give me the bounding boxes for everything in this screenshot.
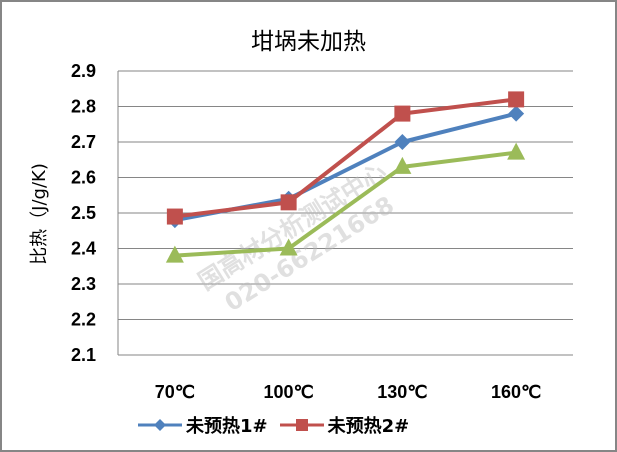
legend-item-series-1[interactable]: 未预热1#: [138, 412, 268, 438]
series-line: [174, 150, 517, 258]
y-tick-label: 2.9: [71, 61, 96, 81]
x-tick-label: 70℃: [155, 382, 195, 402]
square-marker-icon[interactable]: [166, 208, 183, 225]
triangle-marker-icon[interactable]: [393, 156, 412, 174]
legend-label: 未预热1#: [186, 416, 268, 437]
y-tick-label: 2.7: [71, 132, 96, 152]
legend: 未预热1# 未预热2#: [138, 412, 409, 438]
square-marker-icon[interactable]: [394, 105, 411, 122]
series-line: [174, 97, 517, 219]
y-tick-label: 2.4: [71, 239, 96, 259]
x-tick-label: 160℃: [491, 382, 541, 402]
y-tick-label: 2.6: [71, 168, 96, 188]
diamond-marker-icon[interactable]: [508, 105, 525, 122]
y-tick-label: 2.3: [71, 274, 96, 294]
square-marker-icon[interactable]: [280, 194, 297, 211]
y-tick-label: 2.1: [71, 345, 96, 365]
x-tick-label: 130℃: [377, 382, 427, 402]
y-tick-label: 2.5: [71, 203, 96, 223]
y-tick-label: 2.8: [71, 97, 96, 117]
diamond-marker-icon[interactable]: [394, 134, 411, 150]
square-marker-icon[interactable]: [508, 91, 525, 108]
triangle-marker-icon[interactable]: [507, 142, 526, 160]
triangle-marker-icon[interactable]: [165, 245, 184, 263]
y-tick-label: 2.2: [71, 310, 96, 330]
legend-label: 未预热2#: [327, 416, 410, 437]
diamond-marker-icon: [138, 419, 182, 431]
square-marker-icon: [279, 419, 324, 431]
x-tick-label: 100℃: [264, 382, 314, 402]
legend-item-series-2[interactable]: 未预热2#: [279, 412, 410, 438]
chart-title: 坩埚未加热: [251, 29, 366, 55]
triangle-marker-icon[interactable]: [279, 238, 298, 256]
